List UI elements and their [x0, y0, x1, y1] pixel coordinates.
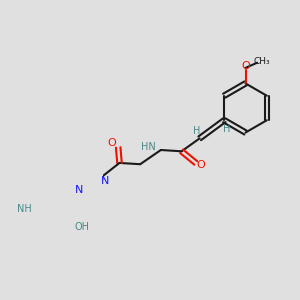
- Text: H: H: [194, 126, 201, 136]
- Text: O: O: [107, 138, 116, 148]
- Text: O: O: [241, 61, 250, 71]
- Text: N: N: [75, 185, 84, 195]
- Text: NH: NH: [17, 204, 32, 214]
- Text: H: H: [223, 124, 230, 134]
- Text: OH: OH: [74, 222, 89, 232]
- Text: HN: HN: [141, 142, 156, 152]
- Text: N: N: [101, 176, 110, 186]
- Text: CH₃: CH₃: [254, 57, 271, 66]
- Text: O: O: [196, 160, 205, 170]
